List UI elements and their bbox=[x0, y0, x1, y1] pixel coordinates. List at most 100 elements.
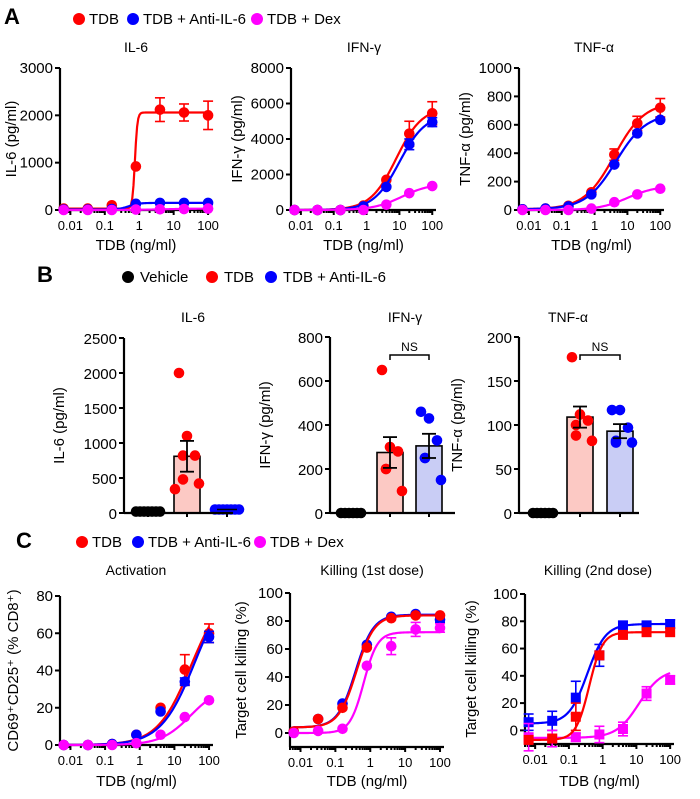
y-tick-label: 0 bbox=[45, 737, 53, 754]
chart-title: Killing (2nd dose) bbox=[544, 562, 652, 578]
data-point bbox=[404, 187, 415, 199]
data-point bbox=[434, 622, 446, 634]
x-tick-label: 0.1 bbox=[325, 218, 343, 233]
y-tick-label: 100 bbox=[487, 418, 512, 435]
y-tick-label: 80 bbox=[36, 588, 53, 605]
bar-group-vehicle bbox=[130, 506, 166, 517]
data-point bbox=[617, 724, 628, 734]
x-axis-label: TDB (ng/ml) bbox=[96, 773, 177, 790]
y-tick-label: 60 bbox=[36, 625, 53, 642]
data-point bbox=[415, 406, 427, 418]
x-tick-label: 0.1 bbox=[96, 753, 114, 768]
fit-curve bbox=[63, 111, 209, 210]
bar bbox=[566, 416, 594, 514]
data-point bbox=[566, 351, 578, 363]
data-point bbox=[665, 627, 676, 638]
legend-label-tdb: TDB bbox=[89, 11, 119, 28]
y-tick-label: 60 bbox=[266, 641, 283, 658]
data-point bbox=[570, 732, 581, 743]
chart-b-ifng: IFN-γ 0 200 400 600 800 IFN-γ (pg/ml) NS bbox=[257, 309, 455, 523]
data-point bbox=[361, 642, 373, 653]
fit-curve bbox=[528, 622, 671, 725]
series-tdb-dex bbox=[58, 695, 215, 751]
bracket-line bbox=[579, 354, 621, 360]
data-point bbox=[179, 664, 191, 675]
data-point bbox=[288, 727, 300, 739]
data-point bbox=[312, 725, 324, 737]
x-tick-label: 0.01 bbox=[288, 218, 313, 233]
data-point bbox=[193, 478, 205, 489]
bracket-line bbox=[389, 354, 430, 360]
y-tick-label: 1000 bbox=[479, 60, 512, 77]
data-point bbox=[335, 204, 346, 216]
y-tick-label: 4000 bbox=[251, 131, 284, 148]
y-tick-label: 200 bbox=[298, 462, 323, 479]
data-point bbox=[665, 619, 676, 629]
data-point bbox=[392, 446, 404, 457]
legend-label-anti-il6: TDB + Anti-IL-6 bbox=[283, 269, 386, 286]
data-point bbox=[614, 404, 626, 416]
data-point bbox=[434, 610, 446, 621]
data-point bbox=[570, 692, 581, 703]
bar-group-tdb-anti-il-6 bbox=[415, 406, 447, 517]
data-point bbox=[312, 713, 324, 725]
y-axis-label: IFN-γ (pg/ml) bbox=[229, 95, 246, 183]
data-point bbox=[58, 204, 69, 216]
chart-c-killing-1st-dose: Killing (1st dose) 0 20 40 60 80 100 0.01 0.1 1 10… bbox=[233, 562, 451, 790]
x-tick-label: 1 bbox=[136, 218, 143, 233]
data-point bbox=[154, 203, 166, 215]
y-axis-label: IFN-γ (pg/ml) bbox=[257, 381, 274, 469]
data-point bbox=[178, 107, 190, 118]
x-tick-label: 10 bbox=[620, 218, 634, 233]
x-tick-label: 10 bbox=[167, 753, 181, 768]
data-point bbox=[586, 203, 597, 214]
data-point bbox=[130, 204, 142, 215]
data-point bbox=[547, 733, 558, 744]
x-tick-label: 1 bbox=[363, 218, 370, 233]
x-axis-label: TDB (ng/ml) bbox=[327, 773, 408, 790]
data-point bbox=[654, 183, 666, 194]
data-point bbox=[404, 128, 415, 139]
y-axis-label: TNF-α (pg/ml) bbox=[449, 378, 466, 472]
legend-b: Vehicle TDB TDB + Anti-IL-6 bbox=[122, 269, 386, 286]
data-point bbox=[523, 734, 534, 745]
data-point bbox=[154, 104, 166, 115]
legend-label-dex: TDB + Dex bbox=[270, 534, 344, 551]
y-tick-label: 0 bbox=[504, 506, 512, 523]
data-point bbox=[523, 717, 534, 728]
data-point bbox=[289, 204, 300, 216]
significance-label: NS bbox=[592, 340, 609, 354]
y-tick-label: 40 bbox=[266, 669, 283, 686]
chart-b-il6: IL-6 0 500 1000 1500 2000 2500 IL-6 (pg/ml) bbox=[51, 309, 245, 523]
data-point bbox=[426, 116, 438, 128]
data-point bbox=[131, 737, 142, 749]
x-tick-label: 100 bbox=[649, 218, 671, 233]
chart-a-ifng: IFN-γ 0 2000 4000 6000 8000 0.01 0.1 1 10 100 TDB (… bbox=[229, 39, 443, 254]
legend-marker-tdb bbox=[73, 13, 85, 25]
series-tdb-anti-il-6 bbox=[517, 114, 666, 215]
y-tick-label: 3000 bbox=[20, 60, 53, 77]
data-point bbox=[361, 660, 373, 672]
data-point bbox=[617, 620, 628, 631]
data-point bbox=[426, 180, 438, 192]
x-tick-label: 0.01 bbox=[523, 752, 548, 767]
data-point bbox=[189, 450, 201, 461]
x-tick-label: 100 bbox=[197, 218, 219, 233]
y-tick-label: 8000 bbox=[251, 60, 284, 77]
data-point bbox=[632, 118, 643, 129]
y-tick-label: 0 bbox=[109, 506, 117, 523]
data-point bbox=[155, 706, 166, 717]
data-point bbox=[179, 711, 191, 723]
data-point bbox=[431, 435, 443, 446]
data-point bbox=[178, 203, 190, 215]
y-tick-label: 40 bbox=[36, 663, 53, 680]
data-point bbox=[582, 415, 594, 426]
series-tdb-anti-il-6 bbox=[523, 619, 676, 732]
y-axis-label: TNF-α (pg/ml) bbox=[457, 92, 474, 186]
y-tick-label: 2000 bbox=[251, 167, 284, 184]
y-tick-label: 2500 bbox=[84, 331, 117, 348]
bar-group-tdb bbox=[376, 364, 408, 517]
panel-a-header: A TDB TDB + Anti-IL-6 TDB + Dex bbox=[4, 4, 341, 29]
data-point bbox=[82, 739, 94, 751]
x-tick-label: 0.01 bbox=[58, 218, 83, 233]
